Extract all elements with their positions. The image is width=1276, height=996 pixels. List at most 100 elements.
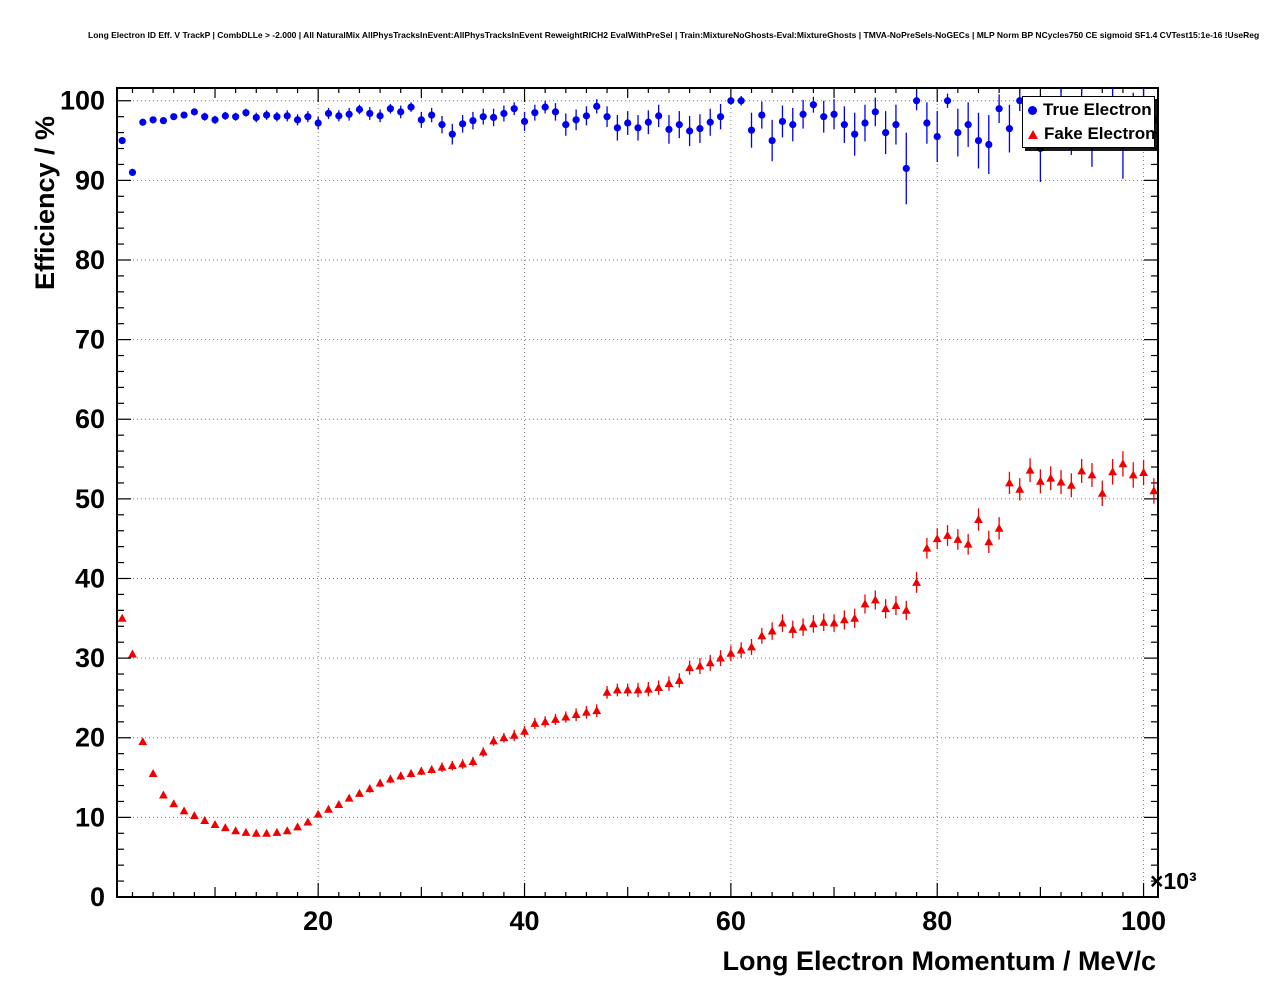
data-point xyxy=(416,766,426,775)
legend-entry-true-electron: True Electron xyxy=(1028,98,1154,122)
data-point xyxy=(933,132,941,141)
data-point xyxy=(674,675,684,684)
data-point xyxy=(902,164,910,173)
data-point xyxy=(272,827,282,836)
data-point xyxy=(1005,125,1014,133)
data-point xyxy=(386,105,395,113)
data-point xyxy=(747,642,756,651)
data-point xyxy=(624,119,632,127)
data-point xyxy=(870,595,880,604)
data-point xyxy=(407,103,415,111)
y-tick-label: 10 xyxy=(75,802,105,832)
data-point xyxy=(778,117,787,126)
data-point xyxy=(603,113,611,121)
data-point xyxy=(273,113,281,121)
data-point xyxy=(345,110,353,118)
data-point xyxy=(839,615,849,624)
x-tick-label: 100 xyxy=(1121,906,1166,936)
data-point xyxy=(789,121,797,129)
y-tick-label: 40 xyxy=(75,563,105,593)
data-point xyxy=(118,136,126,145)
data-point xyxy=(582,112,591,120)
data-point xyxy=(1149,486,1159,495)
data-point xyxy=(189,811,199,820)
data-point xyxy=(447,761,457,770)
data-point xyxy=(758,111,766,119)
data-point xyxy=(561,712,571,721)
data-point xyxy=(210,819,220,828)
x-axis-scale-exponent: ×10³ xyxy=(1150,868,1197,894)
data-point xyxy=(1035,476,1045,485)
data-point xyxy=(262,111,271,119)
data-point xyxy=(964,121,972,129)
data-point xyxy=(499,733,509,742)
data-point xyxy=(665,125,673,134)
data-point xyxy=(262,828,271,837)
data-point xyxy=(406,768,416,777)
data-point xyxy=(840,121,848,129)
data-point xyxy=(985,140,993,149)
data-point xyxy=(469,117,477,125)
data-point xyxy=(891,600,901,609)
data-point xyxy=(963,539,973,548)
data-point xyxy=(820,113,828,121)
data-point xyxy=(128,168,137,177)
data-point xyxy=(397,108,405,116)
data-point xyxy=(375,778,385,787)
data-point xyxy=(478,747,488,756)
data-point xyxy=(324,109,333,118)
data-point xyxy=(953,534,963,543)
legend-entry-fake-electron: Fake Electron xyxy=(1028,122,1156,146)
data-point xyxy=(623,685,633,694)
data-point xyxy=(1005,478,1014,487)
data-point xyxy=(201,113,209,121)
data-point xyxy=(376,112,384,120)
x-tick-label: 80 xyxy=(922,906,952,936)
data-point xyxy=(448,130,456,138)
data-point xyxy=(1139,467,1148,476)
data-point xyxy=(190,108,198,116)
data-point xyxy=(726,648,736,657)
data-point xyxy=(530,718,540,727)
data-point xyxy=(705,658,715,667)
data-point xyxy=(1056,477,1066,486)
data-point xyxy=(829,618,839,627)
tick-labels: 0 10 20 30 40 50 60 70 80 90 100 20 40 60 80 100 xyxy=(60,86,1166,936)
data-point xyxy=(809,101,818,109)
data-point xyxy=(1016,97,1024,105)
series-true-electron xyxy=(118,88,1158,205)
data-point xyxy=(531,109,539,117)
data-point xyxy=(500,109,508,118)
data-point xyxy=(427,764,437,773)
data-point xyxy=(706,118,714,126)
y-tick-label: 100 xyxy=(60,86,105,116)
data-point xyxy=(923,119,931,127)
y-axis-title: Efficiency / % xyxy=(30,115,60,290)
legend-label: True Electron xyxy=(1043,100,1152,119)
data-point xyxy=(334,800,344,809)
data-point xyxy=(809,619,818,628)
data-point xyxy=(366,109,374,118)
data-point xyxy=(344,793,354,802)
data-point xyxy=(139,118,147,126)
data-point xyxy=(540,717,550,726)
y-tick-label: 70 xyxy=(75,325,105,355)
data-point xyxy=(232,113,240,121)
data-point xyxy=(572,116,580,124)
data-point xyxy=(438,121,446,129)
data-point xyxy=(788,624,798,633)
data-point xyxy=(459,120,467,128)
data-point xyxy=(324,804,333,813)
y-tick-label: 90 xyxy=(75,165,105,195)
data-point xyxy=(1087,470,1097,479)
data-point xyxy=(612,685,622,694)
data-point xyxy=(861,119,869,127)
data-point xyxy=(293,822,302,831)
data-point xyxy=(695,661,705,670)
legend-label: Fake Electron xyxy=(1044,124,1156,143)
data-point xyxy=(1118,459,1128,468)
data-point xyxy=(736,645,746,654)
data-point xyxy=(1066,480,1076,489)
data-point xyxy=(901,605,911,614)
data-point xyxy=(159,790,168,799)
